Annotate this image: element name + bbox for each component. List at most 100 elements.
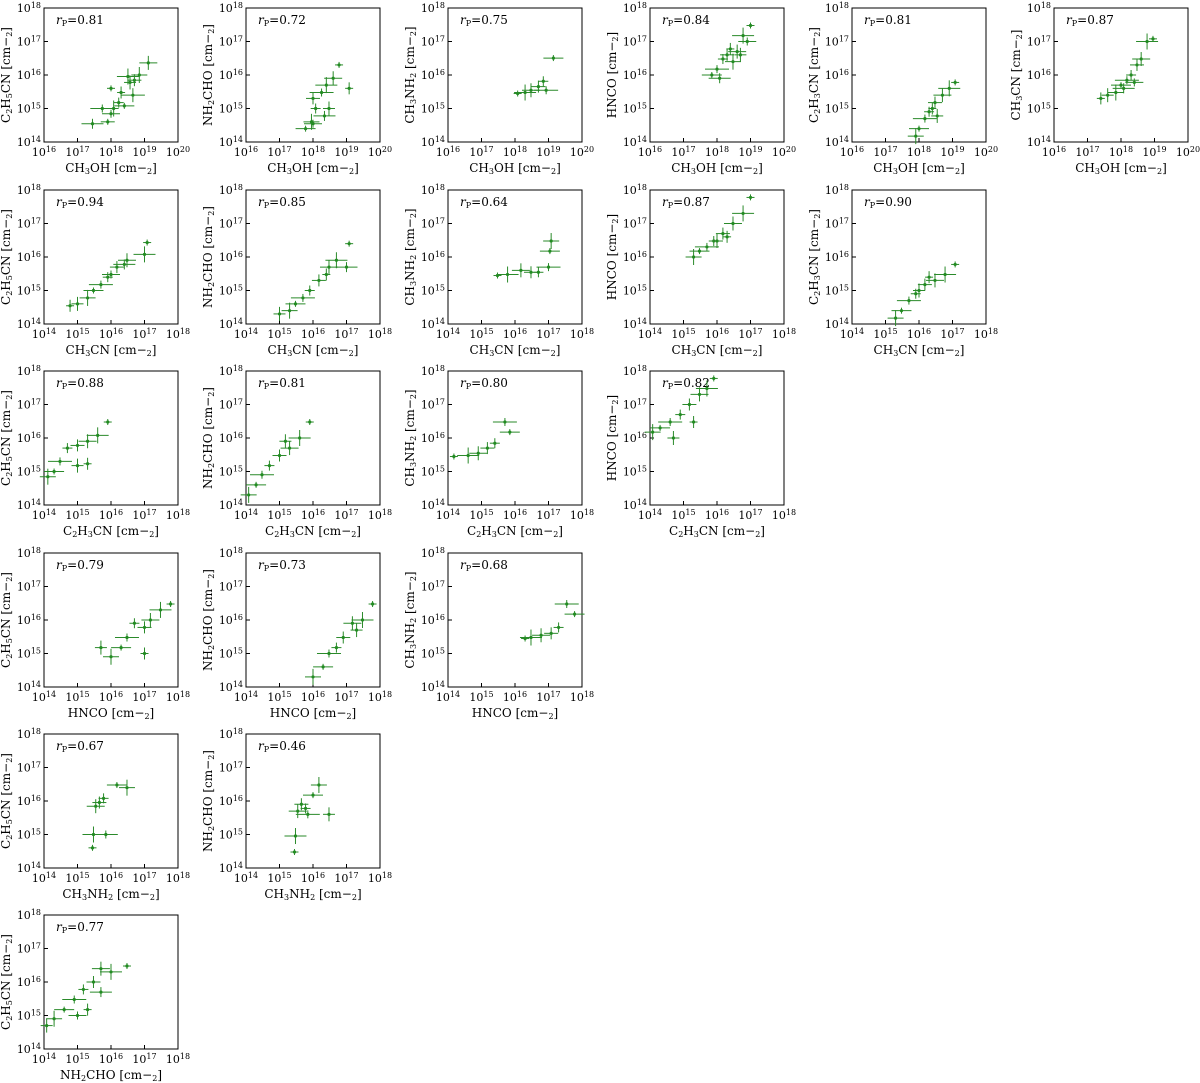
data-point <box>933 278 937 283</box>
data-point <box>914 134 918 138</box>
y-tick-label: 1017 <box>17 580 41 594</box>
y-tick-label: 1016 <box>421 613 445 627</box>
data-point <box>907 298 911 303</box>
data-point <box>930 106 934 111</box>
x-tick-label: 1018 <box>974 327 998 341</box>
data-point <box>697 249 702 253</box>
y-tick-label: 1014 <box>421 498 445 512</box>
y-axis-label: HNCO [cm−2] <box>605 214 620 300</box>
data-point <box>715 239 719 243</box>
panel-21: 1014 1015 1016 1017 1018 1014 1015 1016 1017 1018… <box>0 908 190 1083</box>
y-tick-label: 1016 <box>17 794 41 808</box>
data-point <box>109 970 113 974</box>
y-tick-label: 1015 <box>219 647 243 661</box>
data-point <box>145 240 149 245</box>
x-tick-label: 1017 <box>536 508 560 522</box>
data-point <box>503 420 507 424</box>
data-point <box>914 292 918 296</box>
data-point <box>287 309 292 313</box>
data-point <box>91 980 96 984</box>
data-point <box>293 834 298 838</box>
x-tick-label: 1018 <box>368 327 392 341</box>
y-tick-label: 1014 <box>219 317 243 331</box>
data-point <box>350 621 354 625</box>
x-tick-label: 1016 <box>99 871 123 885</box>
x-tick-label: 1016 <box>234 145 258 159</box>
x-tick-label: 1014 <box>234 327 258 341</box>
data-point <box>735 49 739 54</box>
panel-10: 1014 1015 1016 1017 1018 1014 1015 1016 1017 1018… <box>605 183 796 358</box>
plot-frame <box>851 189 987 325</box>
x-tick-label: 1020 <box>570 145 594 159</box>
y-tick-label: 1018 <box>219 183 243 197</box>
y-tick-label: 1017 <box>421 580 445 594</box>
data-point <box>308 420 312 424</box>
data-point <box>691 420 696 424</box>
x-tick-label: 1016 <box>503 327 527 341</box>
data-point <box>1106 93 1110 97</box>
y-tick-label: 1014 <box>421 680 445 694</box>
data-point <box>319 90 324 95</box>
x-tick-label: 1019 <box>334 145 358 159</box>
y-tick-label: 1016 <box>421 250 445 264</box>
x-tick-label: 1016 <box>907 327 931 341</box>
data-point <box>354 628 359 632</box>
data-point <box>314 106 318 111</box>
y-tick-label: 1016 <box>219 431 243 445</box>
data-point <box>322 114 327 118</box>
y-tick-label: 1017 <box>17 942 41 956</box>
data-point <box>731 221 735 226</box>
y-tick-label: 1015 <box>219 284 243 298</box>
data-point <box>62 1008 66 1012</box>
x-tick-label: 1019 <box>1142 145 1166 159</box>
data-point <box>293 302 298 306</box>
panel-17: 1014 1015 1016 1017 1018 1014 1015 1016 1017 1018… <box>201 546 392 721</box>
y-tick-label: 1014 <box>17 317 41 331</box>
data-point <box>1129 73 1133 77</box>
data-point <box>146 61 150 65</box>
panel-7: 1014 1015 1016 1017 1018 1014 1015 1016 1017 1018… <box>0 183 190 358</box>
x-tick-label: 1018 <box>368 871 392 885</box>
data-point <box>927 275 931 279</box>
y-tick-label: 1014 <box>623 135 647 149</box>
data-point <box>728 47 732 51</box>
y-tick-label: 1016 <box>219 68 243 82</box>
x-tick-label: 1017 <box>873 145 897 159</box>
y-tick-label: 1016 <box>17 431 41 445</box>
data-point <box>85 462 90 466</box>
y-axis-label: C2H5CN [cm−2] <box>0 390 14 486</box>
x-tick-label: 1017 <box>132 508 156 522</box>
x-axis-label: CH3OH [cm−2] <box>267 161 359 176</box>
x-tick-label: 1017 <box>536 690 560 704</box>
data-point <box>75 1013 80 1018</box>
data-point <box>287 446 292 450</box>
y-tick-label: 1017 <box>421 217 445 231</box>
y-tick-label: 1018 <box>219 727 243 741</box>
data-point <box>75 443 80 448</box>
data-point <box>254 483 258 487</box>
y-tick-label: 1017 <box>219 398 243 412</box>
x-axis-label: CH3CN [cm−2] <box>470 343 561 358</box>
x-tick-label: 1018 <box>570 327 594 341</box>
data-point <box>45 1023 49 1028</box>
data-point <box>119 646 123 650</box>
x-tick-label: 1016 <box>301 508 325 522</box>
pearson-annotation: rP=0.46 <box>258 739 306 754</box>
y-tick-label: 1017 <box>421 35 445 49</box>
data-point <box>85 296 90 300</box>
x-axis-label: CH3CN [cm−2] <box>874 343 965 358</box>
y-tick-label: 1018 <box>219 546 243 560</box>
data-point <box>125 786 129 790</box>
data-point <box>1122 86 1126 90</box>
data-point <box>142 252 147 256</box>
plot-frame <box>851 7 987 143</box>
data-point <box>90 122 95 126</box>
pearson-annotation: rP=0.81 <box>56 13 104 28</box>
data-point <box>536 85 541 89</box>
data-point <box>125 635 129 640</box>
data-point <box>311 793 315 797</box>
y-tick-label: 1014 <box>219 861 243 875</box>
x-tick-label: 1016 <box>705 327 729 341</box>
y-tick-label: 1017 <box>219 35 243 49</box>
y-tick-label: 1015 <box>421 284 445 298</box>
